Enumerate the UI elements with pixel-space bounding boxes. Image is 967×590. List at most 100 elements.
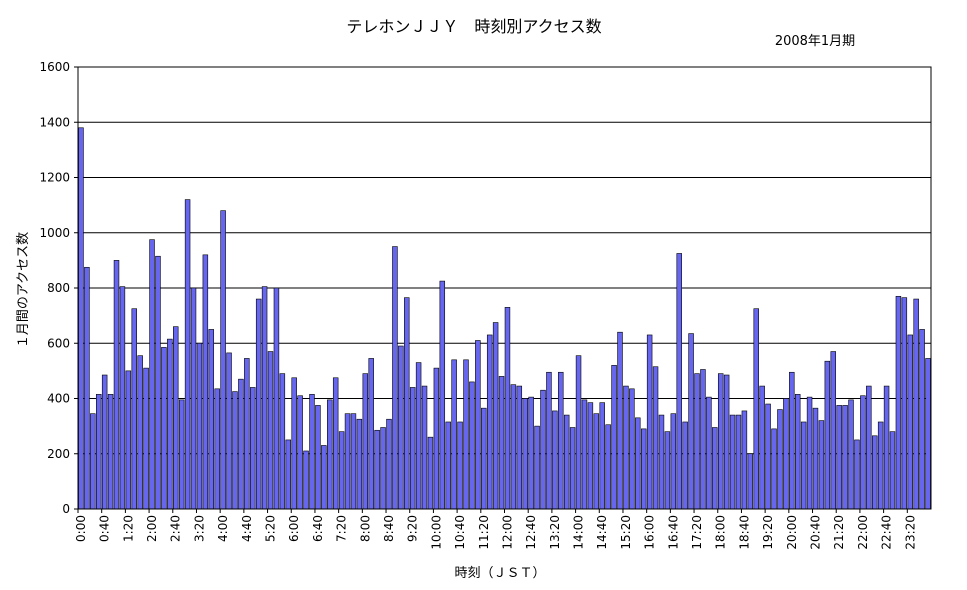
x-tick-label: 18:00: [714, 515, 728, 550]
bar: [534, 425, 540, 510]
x-tick-label: 6:00: [287, 515, 301, 542]
bar: [546, 371, 552, 510]
bar: [759, 385, 765, 510]
bar: [101, 374, 108, 510]
bar: [806, 396, 813, 510]
x-tick-label: 10:00: [429, 515, 443, 550]
x-tick-label: 9:20: [406, 515, 420, 542]
bar: [611, 365, 617, 510]
bar: [404, 297, 410, 510]
bar: [427, 436, 434, 510]
bar: [255, 298, 262, 510]
bar: [504, 307, 511, 510]
x-tick-label: 20:40: [808, 515, 822, 550]
x-tick-label: 8:40: [382, 515, 396, 542]
bar: [700, 369, 706, 510]
x-tick-label: 12:40: [524, 515, 538, 550]
bar: [190, 287, 197, 510]
x-tick-label: 6:40: [311, 515, 325, 542]
bar: [558, 371, 564, 510]
bar: [362, 373, 369, 510]
chart-title: テレホンＪＪＹ 時刻別アクセス数: [346, 17, 601, 36]
bar: [475, 340, 481, 510]
bar: [498, 376, 505, 510]
bar: [386, 418, 392, 510]
bar: [860, 395, 866, 510]
x-tick-label: 3:20: [192, 515, 206, 542]
bar: [741, 410, 748, 510]
bar: [587, 402, 594, 510]
bar: [178, 399, 185, 510]
x-tick-label: 15:20: [619, 515, 633, 550]
bar: [646, 334, 653, 510]
bar: [309, 394, 315, 510]
bar: [279, 373, 286, 510]
bar: [605, 424, 611, 510]
bar: [161, 347, 167, 510]
x-tick-label: 8:00: [358, 515, 372, 542]
x-tick-label: 13:20: [548, 515, 562, 550]
bar: [356, 418, 363, 510]
bar: [214, 388, 220, 510]
y-tick-label: 800: [47, 281, 70, 295]
bar: [676, 253, 682, 510]
bar: [380, 427, 386, 510]
bar: [445, 421, 451, 510]
y-tick-label: 1600: [39, 60, 70, 74]
bar: [107, 394, 114, 510]
bar: [919, 329, 925, 510]
bar: [640, 428, 647, 510]
bar: [516, 385, 523, 510]
bar: [848, 399, 854, 510]
x-tick-label: 11:20: [477, 515, 491, 550]
bar: [439, 280, 446, 510]
bar: [658, 414, 665, 510]
bar: [273, 287, 280, 510]
bar: [338, 431, 345, 510]
y-tick-label: 200: [47, 447, 70, 461]
x-tick-label: 16:00: [643, 515, 657, 550]
bar: [492, 322, 499, 510]
bar: [717, 373, 724, 510]
x-tick-label: 2:40: [169, 515, 183, 542]
bar: [220, 210, 226, 510]
bar: [854, 439, 860, 510]
bar: [830, 351, 836, 510]
bar: [368, 358, 374, 510]
x-tick-label: 12:00: [500, 515, 514, 550]
bar: [113, 260, 120, 510]
bar: [617, 331, 623, 510]
bar: [421, 385, 428, 510]
x-tick-label: 4:00: [216, 515, 230, 542]
bar: [469, 381, 475, 510]
x-tick-label: 23:20: [903, 515, 917, 550]
bar: [765, 403, 771, 510]
x-tick-label: 21:20: [832, 515, 846, 550]
bar: [694, 373, 700, 510]
x-tick-label: 4:40: [240, 515, 254, 542]
x-tick-label: 0:00: [74, 515, 88, 542]
bar: [155, 255, 161, 510]
bar: [90, 413, 96, 510]
bar: [670, 413, 677, 510]
bar: [84, 266, 90, 510]
y-axis-label: １月間のアクセス数: [16, 232, 31, 348]
bar: [137, 355, 143, 510]
x-axis-label: 時刻（ＪＳＴ）: [454, 566, 545, 581]
x-tick-label: 22:40: [880, 515, 894, 550]
bar: [552, 410, 558, 510]
x-tick-label: 5:20: [264, 515, 278, 542]
bar: [78, 127, 84, 510]
bar: [907, 334, 913, 510]
bar: [196, 342, 203, 510]
bar: [350, 413, 357, 510]
x-axis: 0:00 0:40 1:20 2:00 2:40 3:20 4:00 4:40 5:20 6:00…: [74, 509, 917, 550]
bar: [783, 398, 789, 510]
bar: [569, 427, 576, 510]
bar: [131, 308, 138, 510]
y-axis: 0 200 400 600 800 1000 1200 1400 1600: [39, 60, 78, 516]
bar: [522, 398, 528, 510]
bar: [818, 420, 825, 510]
bar: [652, 366, 659, 510]
bar: [575, 355, 582, 510]
